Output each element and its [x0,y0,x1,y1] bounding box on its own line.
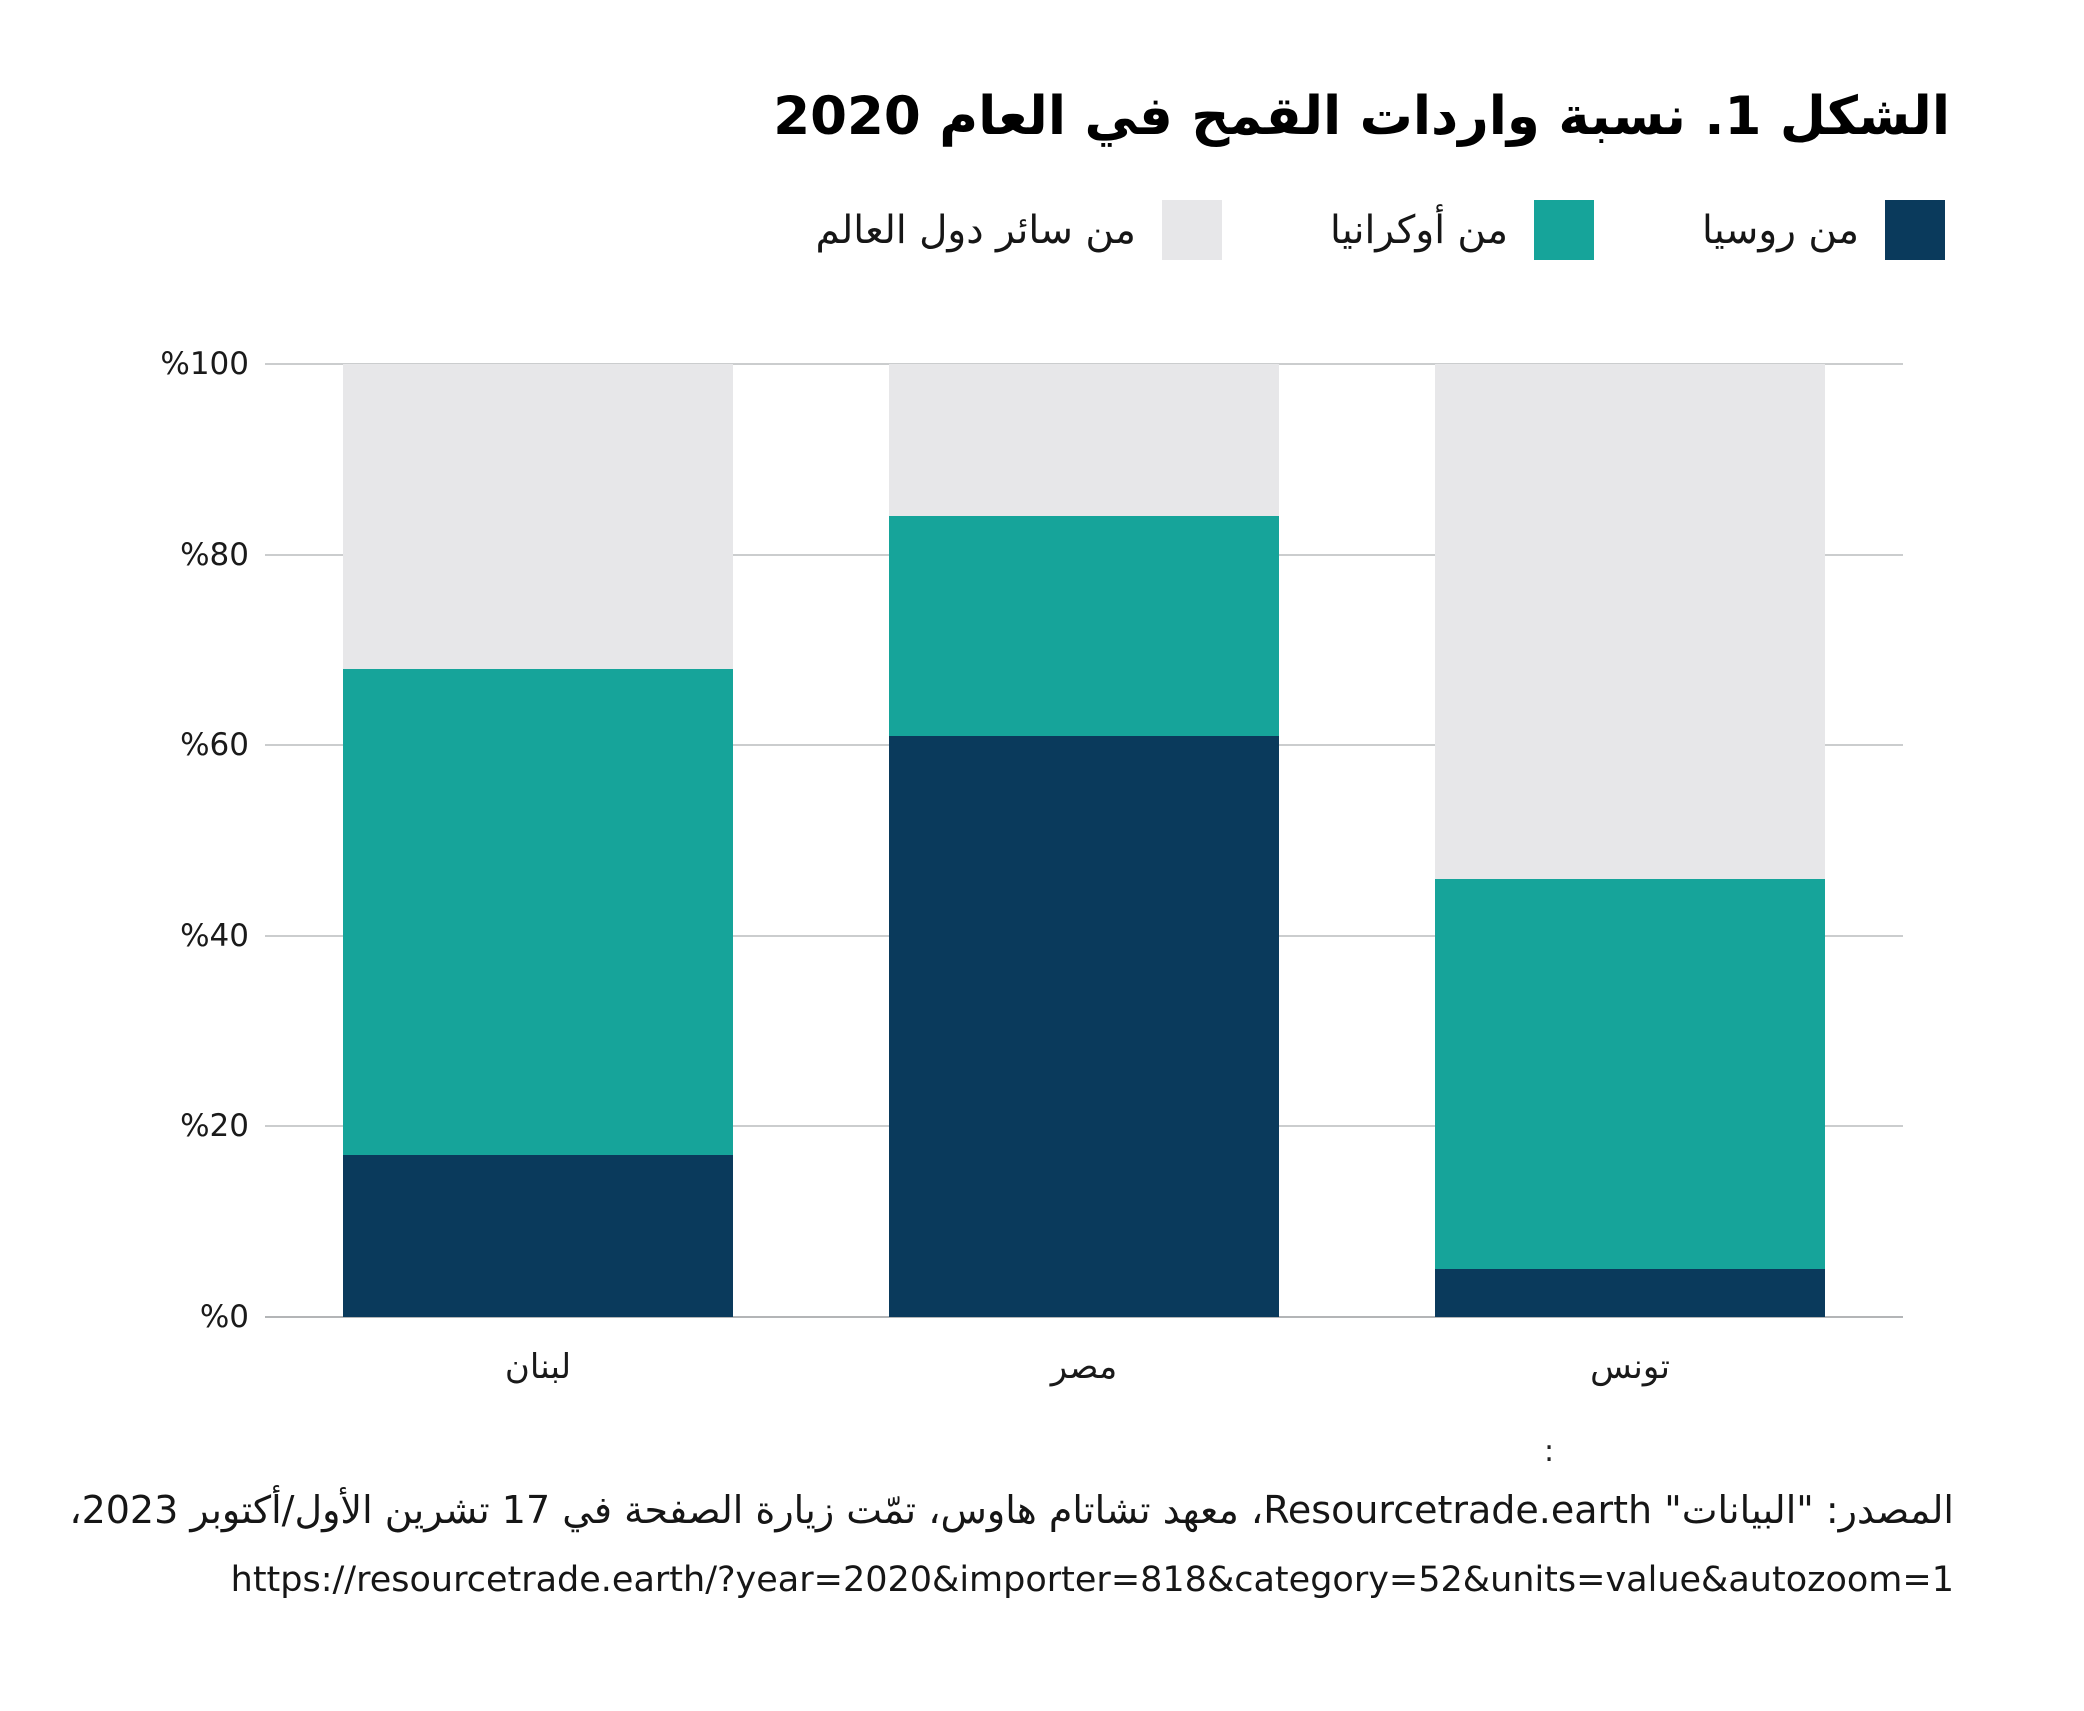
source-text: المصدر: "البيانات" Resourcetrade.earth، … [69,1488,1954,1532]
legend-label-world: من سائر دول العالم [815,207,1136,253]
legend-swatch-ukraine [1534,200,1595,260]
legend-label-russia: من روسيا [1702,207,1859,253]
bar-segment-tunisia-world [1435,364,1825,879]
x-axis-label-egypt: مصر [1050,1347,1118,1387]
gridline-0 [265,1316,1903,1318]
bar-egypt [889,364,1279,1317]
gridline-100 [265,363,1903,365]
y-axis-label-60: %60 [180,727,249,764]
bar-segment-lebanon-russia [343,1155,733,1317]
footnote-colon: : [1544,1434,1555,1469]
y-axis-label-20: %20 [180,1108,249,1145]
bar-tunisia [1435,364,1825,1317]
plot-area: %0 %20 %40 %60 %80 %100 لبنان مصر تونس [160,346,1903,1387]
legend-swatch-russia [1885,200,1945,260]
y-axis-label-80: %80 [180,536,249,573]
legend-label-ukraine: من أوكرانيا [1329,207,1509,253]
legend-item-world: من سائر دول العالم [815,200,1222,260]
bar-segment-lebanon-world [343,364,733,669]
legend-swatch-world [1161,200,1222,260]
legend-item-ukraine: من أوكرانيا [1329,200,1595,260]
chart-legend: من روسيا من أوكرانيا من سائر دول العالم [815,200,1945,260]
y-axis-label-100: %100 [160,346,249,382]
y-axis-label-40: %40 [180,917,249,954]
x-axis-label-tunisia: تونس [1590,1347,1670,1387]
bar-segment-egypt-world [889,364,1279,517]
bar-segment-egypt-russia [889,735,1279,1317]
bar-segment-tunisia-russia [1435,1269,1825,1317]
bar-segment-lebanon-ukraine [343,668,733,1155]
figure-title: الشكل 1. نسبة واردات القمح في العام 2020 [773,85,1950,147]
bar-segment-tunisia-ukraine [1435,878,1825,1270]
bar-lebanon [343,364,733,1317]
source-url: https://resourcetrade.earth/?year=2020&i… [230,1560,1954,1600]
y-axis-label-0: %0 [199,1299,249,1335]
x-axis-label-lebanon: لبنان [504,1347,572,1387]
legend-item-russia: من روسيا [1702,200,1945,260]
bar-segment-egypt-ukraine [889,516,1279,736]
